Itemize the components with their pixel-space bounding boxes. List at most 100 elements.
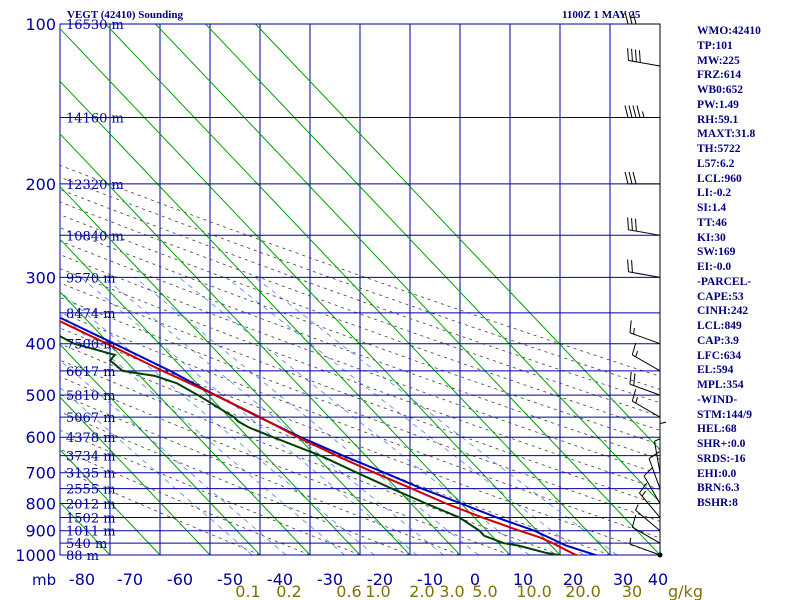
height-label: 3734 m (66, 450, 116, 465)
mixing-ratio-line (80, 277, 418, 555)
stats-line: LI:-0.2 (697, 187, 732, 200)
temp-tick-label: 0 (470, 570, 480, 589)
wind-barb (631, 342, 661, 372)
isobar-lines (60, 23, 660, 556)
mixing-ratio-tick-label: 20.0 (565, 582, 601, 600)
dry-adiabat-line (60, 411, 411, 555)
wind-barb-full (627, 259, 629, 272)
wind-barb-shaft (628, 271, 661, 278)
wind-barb-full (627, 48, 629, 61)
stats-line: -WIND- (697, 393, 738, 406)
wind-barb-shaft (643, 475, 661, 504)
dry-adiabat-line (60, 189, 660, 404)
stats-line: -PARCEL- (697, 275, 752, 288)
dewpoint-trace (60, 335, 564, 555)
wind-barb (624, 11, 660, 25)
height-label: 10840 m (66, 229, 124, 244)
height-label: 9570 m (66, 271, 116, 286)
wind-barb-full (638, 50, 641, 63)
temp-tick-label: -10 (417, 570, 443, 589)
dry-adiabat-line (60, 227, 660, 446)
temp-tick-label: -70 (117, 570, 143, 589)
temp-tick-label: -30 (317, 570, 343, 589)
wind-barb-shaft (639, 492, 661, 518)
wind-barb-shaft (632, 400, 661, 418)
wind-barb-full (631, 48, 633, 62)
wind-barb-full (636, 105, 641, 118)
wind-barb-full (643, 466, 654, 477)
isotherm-line (155, 24, 660, 555)
wind-barb (648, 451, 661, 489)
wind-barb (629, 537, 661, 556)
wind-barb-full (624, 105, 629, 118)
pressure-tick-label: 200 (25, 175, 56, 194)
stats-line: TH:5722 (697, 143, 741, 155)
wind-barb-shaft (628, 59, 661, 67)
mixing-ratio-tick-label: 0.6 (336, 582, 361, 600)
height-label: 7500 m (66, 338, 116, 353)
isotherm-line (60, 80, 511, 555)
temp-tick-label: 20 (563, 570, 583, 589)
stats-line: CINH:242 (697, 305, 749, 318)
pressure-unit-label: mb (32, 571, 56, 589)
height-label: 12320 m (66, 178, 124, 193)
wind-barb-shaft (632, 354, 661, 372)
height-label: 16530 m (66, 18, 124, 33)
chart-title: VEGT (42410) Sounding (67, 9, 183, 21)
isotherm-line (60, 291, 311, 555)
wind-barb-shaft (653, 441, 661, 473)
isotherm-lines (60, 24, 660, 555)
mixing-ratio-tick-label: 10.0 (516, 582, 552, 600)
wind-barb (627, 217, 661, 236)
wind-barb (631, 515, 661, 544)
temp-tick-label: -80 (69, 570, 95, 589)
wind-barb-full (632, 11, 637, 25)
wind-barb-full (629, 371, 632, 385)
dry-adiabat-line (60, 214, 660, 431)
temp-tick-label: 30 (613, 570, 633, 589)
stats-line: STM:144/9 (697, 408, 752, 421)
wind-barbs (624, 11, 667, 558)
stats-line: CAP:3.9 (697, 334, 739, 347)
wind-barb-shaft (648, 458, 661, 489)
wind-barb-full (632, 105, 637, 118)
profile-lines (60, 316, 599, 555)
wind-barb-full (634, 49, 637, 62)
wind-barb-full (631, 515, 637, 528)
height-label: 4378 m (66, 431, 116, 446)
temp-tick-label: -20 (367, 570, 393, 589)
wind-barb (624, 105, 660, 119)
wind-barb-full (633, 373, 636, 386)
stats-line: SI:1.4 (697, 202, 727, 214)
stats-line: WB0:652 (697, 84, 743, 96)
wind-barb-half (641, 490, 647, 497)
dry-adiabat-line (60, 201, 660, 417)
pressure-tick-label: 600 (25, 428, 56, 447)
isotherm-line (255, 24, 660, 451)
wind-barb-half (659, 421, 667, 425)
wind-barb-full (648, 451, 660, 460)
mixing-ratio-tick-label: 1.0 (365, 582, 390, 600)
temp-tick-label: -60 (167, 570, 193, 589)
height-label: 88 m (66, 549, 99, 564)
mixing-ratio-line (103, 277, 444, 555)
wind-barb-half (654, 438, 661, 442)
temp-tick-label: 10 (513, 570, 533, 589)
mixing-ratio-tick-label: 5.0 (472, 582, 497, 600)
dry-adiabat-line (60, 282, 660, 506)
pressure-tick-label: 700 (25, 464, 56, 483)
pressure-tick-label: 300 (25, 268, 56, 287)
wind-barb-half (635, 504, 639, 511)
height-label: 2012 m (66, 498, 116, 513)
height-label: 5067 m (66, 411, 116, 426)
wind-barb (635, 504, 661, 532)
height-label: 2555 m (66, 483, 116, 498)
wind-barb-shaft (628, 229, 661, 236)
mixing-ratio-line (60, 291, 375, 555)
stats-line: WMO:42410 (697, 25, 761, 37)
isotherm-line (60, 133, 461, 555)
wind-barb (627, 259, 661, 278)
isotherm-line (205, 24, 660, 504)
isotherm-line (60, 238, 361, 555)
